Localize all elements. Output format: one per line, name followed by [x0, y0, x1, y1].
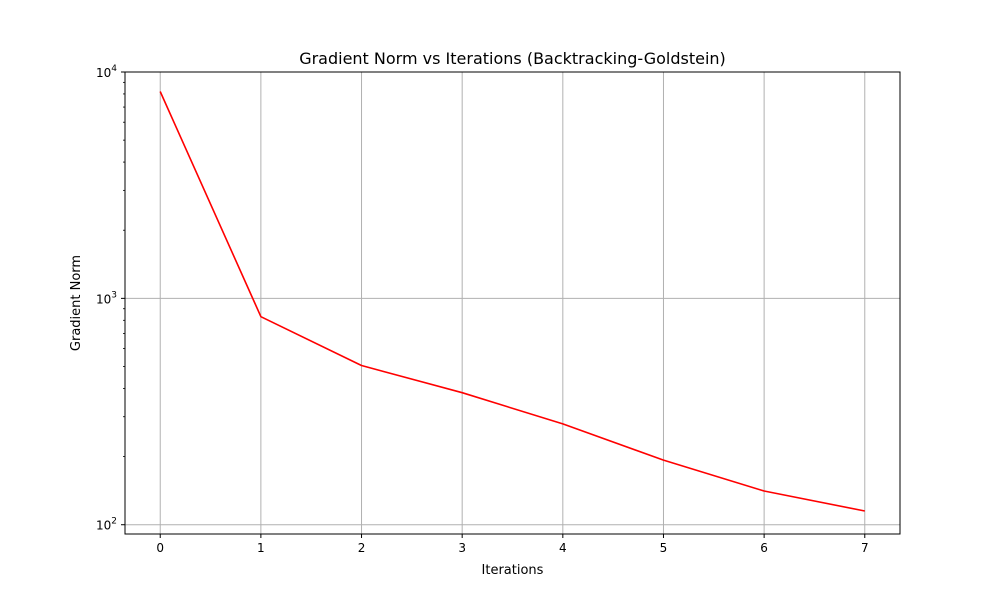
y-tick-label: 102 — [96, 517, 117, 533]
x-tick-label: 0 — [156, 541, 164, 555]
x-tick-label: 6 — [760, 541, 768, 555]
x-tick-label: 3 — [458, 541, 466, 555]
y-tick-label: 103 — [96, 290, 117, 306]
axis-ticks: 0 1 2 3 4 5 6 7 102 103 104 — [96, 64, 869, 555]
chart-title: Gradient Norm vs Iterations (Backtrackin… — [299, 49, 726, 68]
x-tick-label: 1 — [257, 541, 265, 555]
x-tick-label: 5 — [660, 541, 668, 555]
y-tick-label: 104 — [96, 64, 117, 80]
series-line — [159, 91, 865, 512]
x-tick-label: 4 — [559, 541, 567, 555]
plot-area-frame — [124, 71, 901, 535]
x-tick-label: 2 — [358, 541, 366, 555]
x-axis-label: Iterations — [482, 563, 544, 578]
x-tick-label: 7 — [861, 541, 869, 555]
series-layer — [159, 91, 865, 512]
y-axis-label: Gradient Norm — [69, 255, 84, 351]
